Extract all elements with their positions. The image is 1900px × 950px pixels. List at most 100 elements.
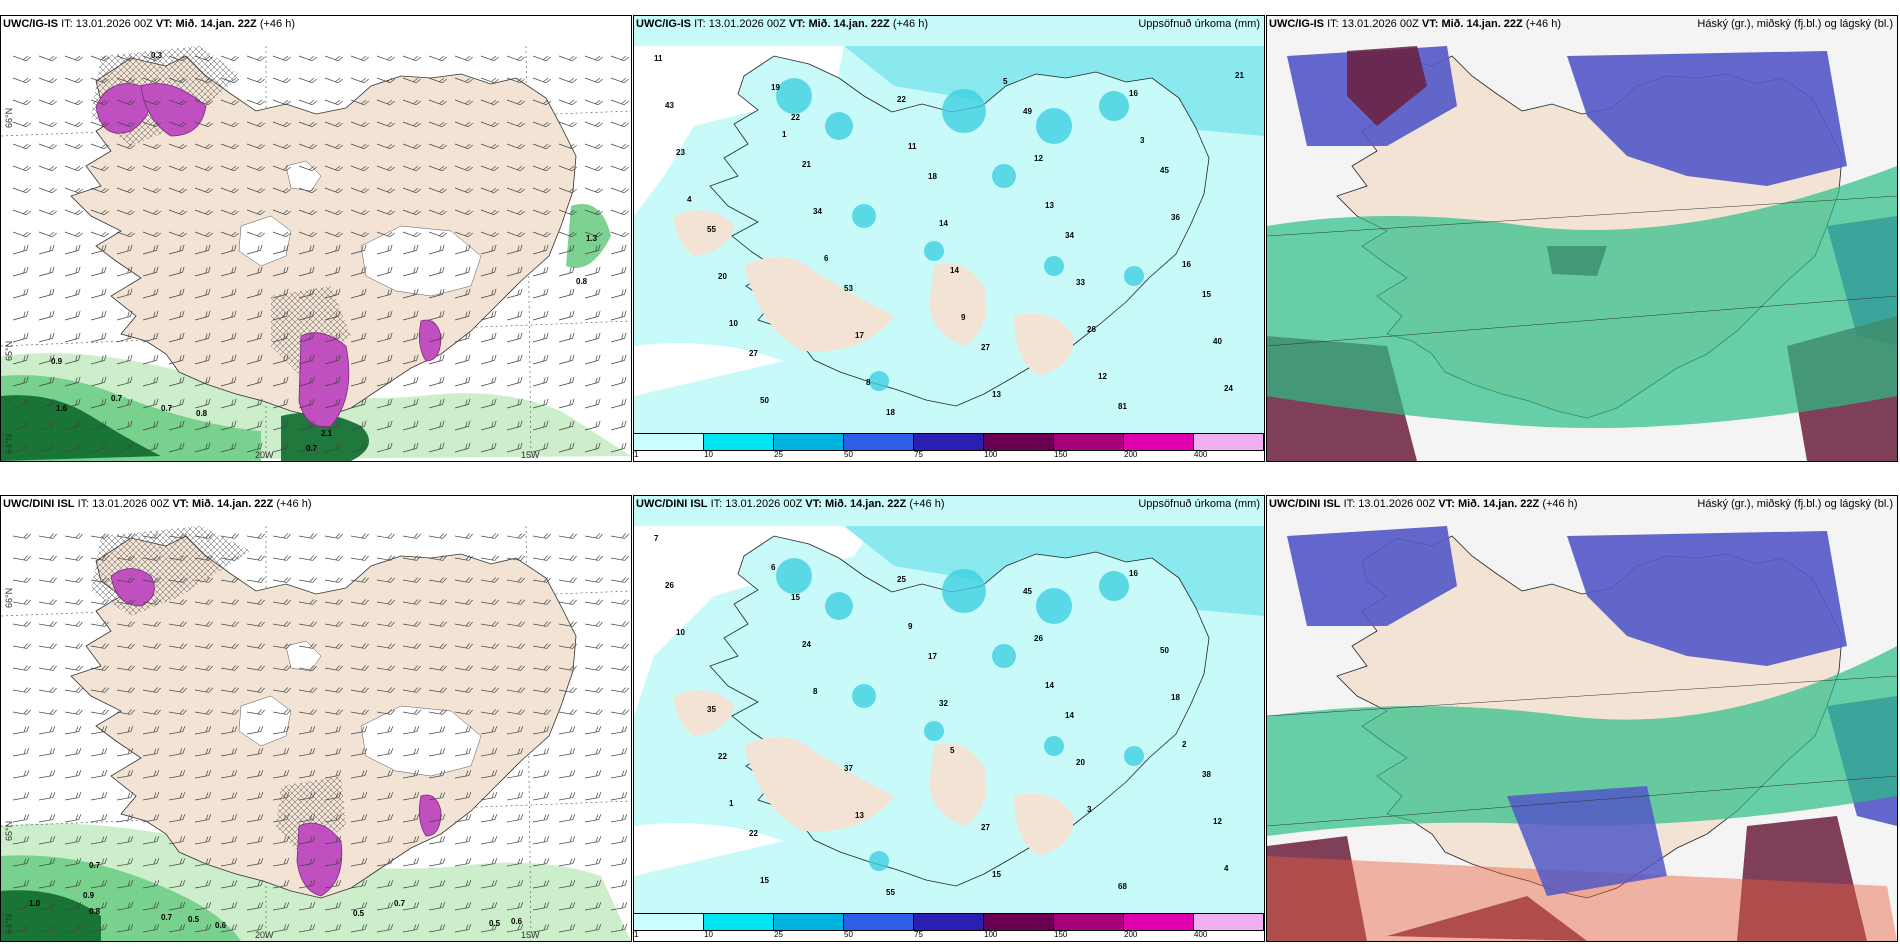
wind-barb — [194, 55, 213, 62]
wind-barb — [454, 420, 471, 431]
wind-barb — [402, 77, 421, 84]
wind-barb — [246, 398, 263, 409]
wind-barb — [506, 709, 525, 715]
wind-barb — [64, 77, 83, 84]
wind-barb — [402, 442, 419, 453]
wind-barb — [298, 77, 317, 84]
precip-value: 26 — [1087, 325, 1096, 334]
heavy-precip — [1124, 266, 1144, 286]
wind-barb — [220, 244, 237, 255]
wind-barb — [454, 244, 471, 255]
value-label: 0.7 — [89, 861, 101, 870]
wind-barb — [90, 901, 108, 911]
wind-barb — [506, 99, 525, 106]
wind-barb — [350, 599, 369, 605]
wind-barb — [168, 791, 186, 801]
heavy-precip — [776, 78, 812, 114]
wind-barb — [38, 310, 55, 321]
wind-barb — [38, 231, 57, 238]
precip-value: 21 — [802, 160, 811, 169]
wind-barb — [454, 879, 472, 889]
wind-barb — [12, 288, 29, 299]
wind-barb — [142, 577, 161, 583]
wind-barb — [38, 599, 57, 605]
wind-barb — [454, 621, 473, 627]
dry-land — [929, 743, 987, 826]
wind-barb — [454, 687, 473, 693]
precip-value: 1 — [782, 130, 787, 139]
wind-barb — [272, 599, 291, 605]
wind-barb — [584, 77, 603, 84]
wind-barb — [584, 244, 601, 255]
wind-barb — [38, 99, 57, 106]
wind-barb — [64, 231, 83, 238]
wind-barb — [584, 99, 603, 106]
mixed-cloud — [1267, 856, 1897, 941]
wind-barb — [168, 398, 185, 409]
wind-barb — [298, 813, 316, 823]
wind-barb — [220, 77, 239, 84]
model-name: UWC/IG-IS — [636, 18, 691, 30]
wind-barb — [194, 835, 212, 845]
wind-barb — [194, 398, 211, 409]
wind-barb — [584, 143, 603, 150]
wind-barb — [454, 643, 473, 649]
precip-map: 1122183415271849455553278143211433405022… — [634, 16, 1264, 436]
wind-barb — [376, 121, 395, 128]
wind-barb — [116, 835, 134, 845]
wind-barb — [116, 577, 135, 583]
panel-title: UWC/DINI ISL IT: 13.01.2026 00Z VT: Mið.… — [3, 498, 312, 510]
wind-barb — [480, 643, 499, 649]
wind-barb — [428, 376, 445, 387]
wind-barb — [454, 398, 471, 409]
wind-barb — [610, 77, 629, 84]
wind-barb — [558, 621, 577, 627]
colorbar-swatch — [774, 434, 844, 450]
wind-barb — [246, 165, 265, 172]
wind-barb — [168, 77, 187, 84]
wind-barb — [220, 55, 239, 62]
wind-barb — [220, 288, 237, 299]
colorbar-swatch — [1124, 914, 1194, 930]
wind-barb — [584, 288, 601, 299]
wind-barb — [116, 420, 133, 431]
wind-barb — [272, 143, 291, 150]
precip-value: 18 — [1171, 693, 1180, 702]
wind-barb — [12, 121, 31, 128]
wind-barb — [90, 555, 109, 561]
wind-barb — [12, 420, 29, 431]
wind-barb — [584, 665, 603, 671]
wind-barb — [116, 77, 135, 84]
wind-barb — [246, 231, 265, 238]
precip-value: 26 — [665, 581, 674, 590]
precip-value: 14 — [939, 219, 948, 228]
wind-barb — [350, 923, 368, 933]
wind-barb — [220, 665, 239, 671]
wind-barb — [90, 769, 108, 779]
wind-barb — [376, 599, 395, 605]
wind-barb — [116, 555, 135, 561]
wind-barb — [480, 621, 499, 627]
wind-barb — [532, 121, 551, 128]
iceland-land — [70, 55, 577, 419]
precip-value: 36 — [1171, 213, 1180, 222]
wind-barb — [38, 857, 56, 867]
wind-barb — [220, 769, 238, 779]
wind-barb — [324, 187, 343, 194]
wind-barb — [194, 725, 212, 735]
cloud-map — [1267, 496, 1897, 941]
vt-label: VT: — [788, 18, 806, 30]
wind-barb — [532, 209, 551, 216]
wind-barb — [428, 813, 446, 823]
wind-barb — [64, 577, 83, 583]
wind-barb — [220, 354, 237, 365]
wind-barb — [376, 687, 395, 693]
wind-barb — [298, 835, 316, 845]
wind-barb — [272, 555, 291, 561]
wind-barb — [532, 266, 549, 277]
precip-value: 22 — [897, 95, 906, 104]
model-name: UWC/IG-IS — [3, 18, 58, 30]
wind-barb — [194, 533, 213, 539]
wind-barb — [142, 165, 161, 172]
wind-barb — [480, 376, 497, 387]
